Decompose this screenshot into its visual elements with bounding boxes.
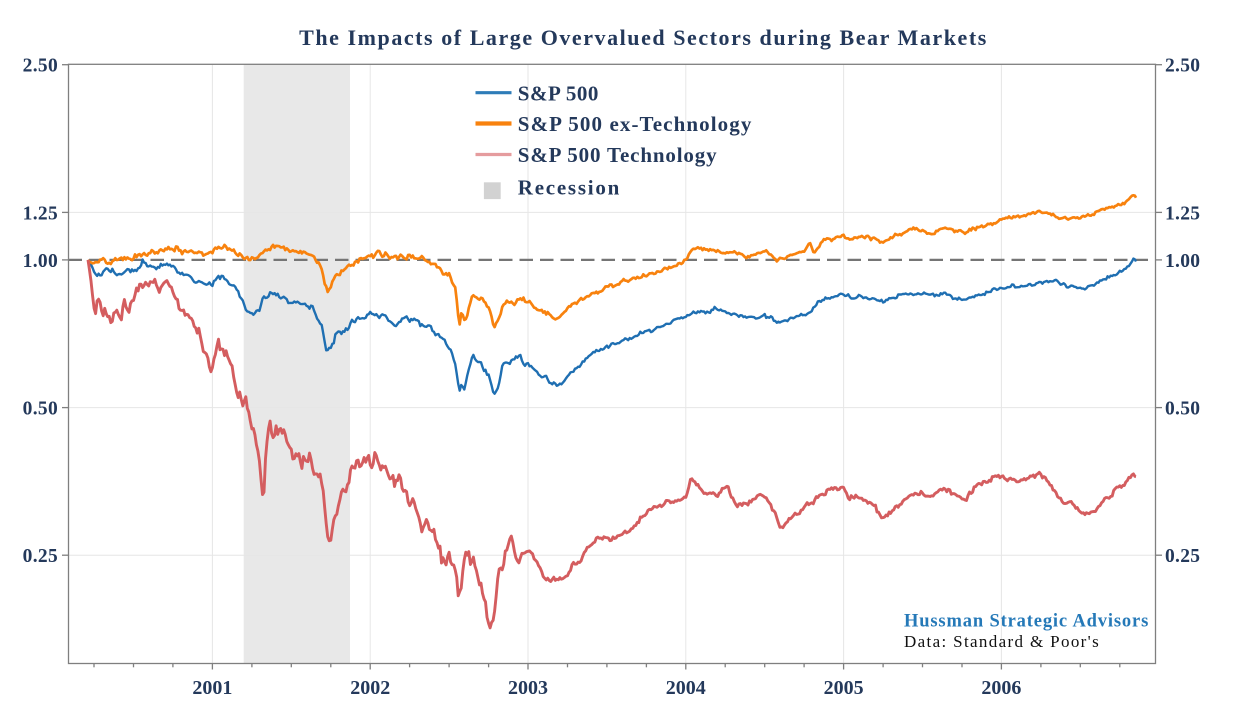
svg-text:2001: 2001 xyxy=(192,677,232,699)
svg-text:S&P 500: S&P 500 xyxy=(518,81,599,105)
svg-text:2.50: 2.50 xyxy=(23,56,58,77)
svg-text:Hussman Strategic Advisors: Hussman Strategic Advisors xyxy=(904,612,1149,632)
svg-text:2003: 2003 xyxy=(508,677,548,699)
svg-text:1.25: 1.25 xyxy=(23,203,58,224)
svg-text:2004: 2004 xyxy=(666,677,706,699)
svg-text:Recession: Recession xyxy=(518,175,621,199)
svg-text:2006: 2006 xyxy=(981,677,1021,699)
svg-text:0.25: 0.25 xyxy=(1165,546,1200,567)
svg-text:The Impacts of Large Overvalue: The Impacts of Large Overvalued Sectors … xyxy=(299,25,988,50)
svg-text:1.25: 1.25 xyxy=(1165,203,1200,224)
svg-text:0.25: 0.25 xyxy=(23,546,58,567)
svg-text:S&P 500 Technology: S&P 500 Technology xyxy=(518,143,718,167)
svg-text:0.50: 0.50 xyxy=(23,399,58,420)
svg-text:0.50: 0.50 xyxy=(1165,399,1200,420)
svg-text:1.00: 1.00 xyxy=(1165,251,1200,272)
svg-text:2005: 2005 xyxy=(824,677,864,699)
svg-text:2002: 2002 xyxy=(350,677,390,699)
svg-text:1.00: 1.00 xyxy=(23,251,58,272)
svg-text:2.50: 2.50 xyxy=(1165,56,1200,77)
svg-text:Data: Standard & Poor's: Data: Standard & Poor's xyxy=(904,632,1100,651)
svg-text:S&P 500 ex-Technology: S&P 500 ex-Technology xyxy=(518,112,753,136)
